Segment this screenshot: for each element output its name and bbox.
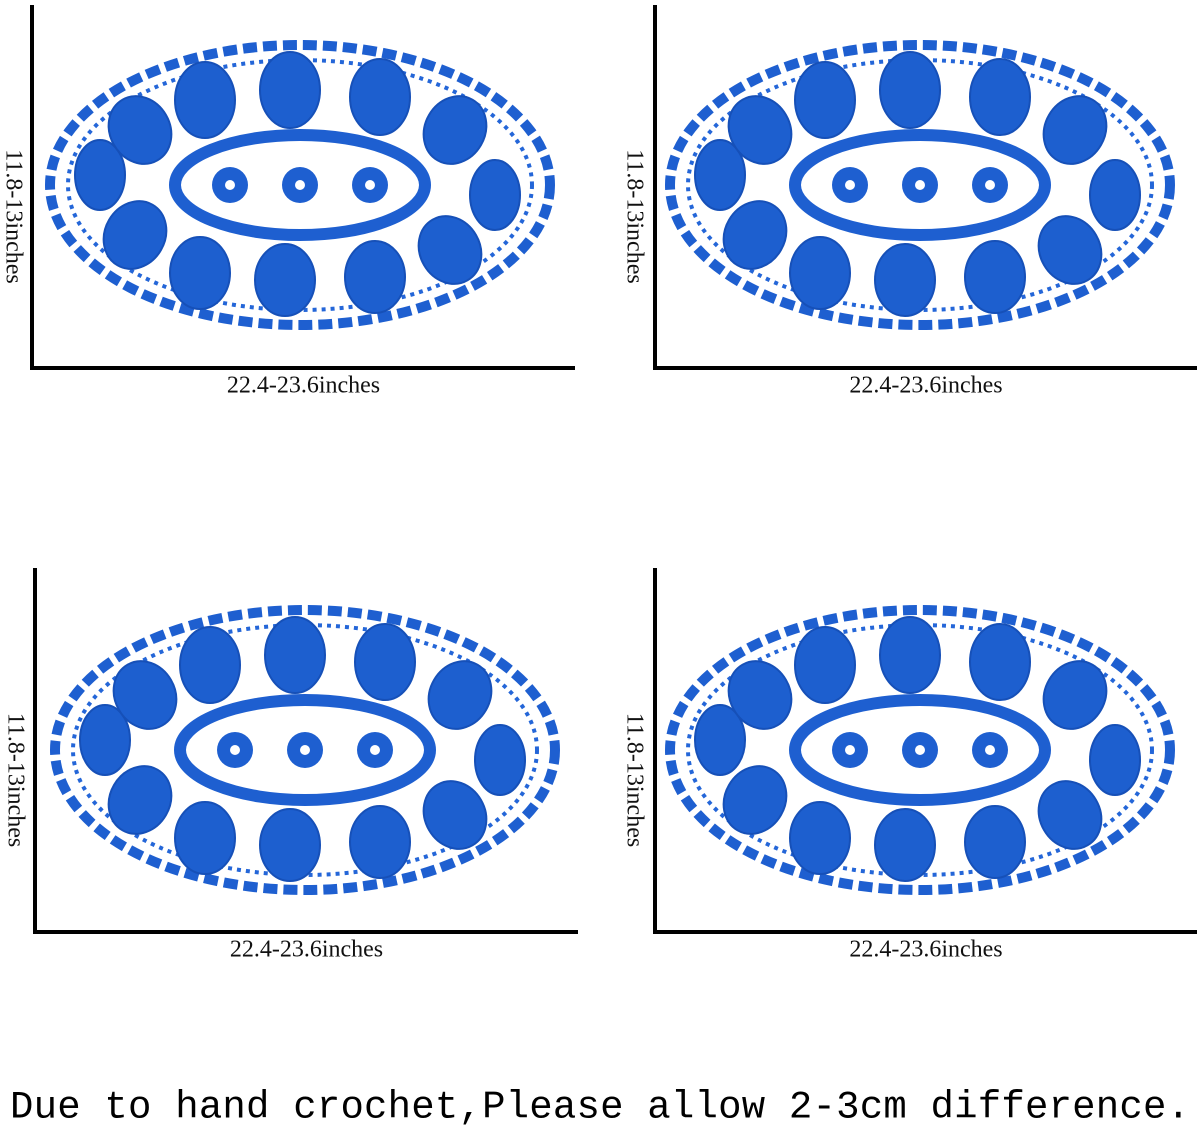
panel: 22.4-23.6inches 11.8-13inches xyxy=(2,568,578,963)
doily-image xyxy=(55,610,555,890)
note: Due to hand crochet,Please allow 2-3cm d… xyxy=(10,1085,1190,1129)
height-label: 11.8-13inches xyxy=(2,713,28,847)
doily-image xyxy=(670,610,1170,890)
width-label: 22.4-23.6inches xyxy=(849,937,1002,963)
height-label: 11.8-13inches xyxy=(621,713,647,847)
height-label: 11.8-13inches xyxy=(621,149,647,283)
width-label: 22.4-23.6inches xyxy=(849,373,1002,399)
panel: 22.4-23.6inches 11.8-13inches xyxy=(621,5,1197,399)
doily-image xyxy=(670,45,1170,325)
width-label: 22.4-23.6inches xyxy=(227,373,380,399)
doily-image xyxy=(50,45,550,325)
width-label: 22.4-23.6inches xyxy=(230,937,383,963)
panel: 22.4-23.6inches 11.8-13inches xyxy=(0,5,575,399)
panel: 22.4-23.6inches 11.8-13inches xyxy=(621,568,1197,963)
height-label: 11.8-13inches xyxy=(0,149,26,283)
